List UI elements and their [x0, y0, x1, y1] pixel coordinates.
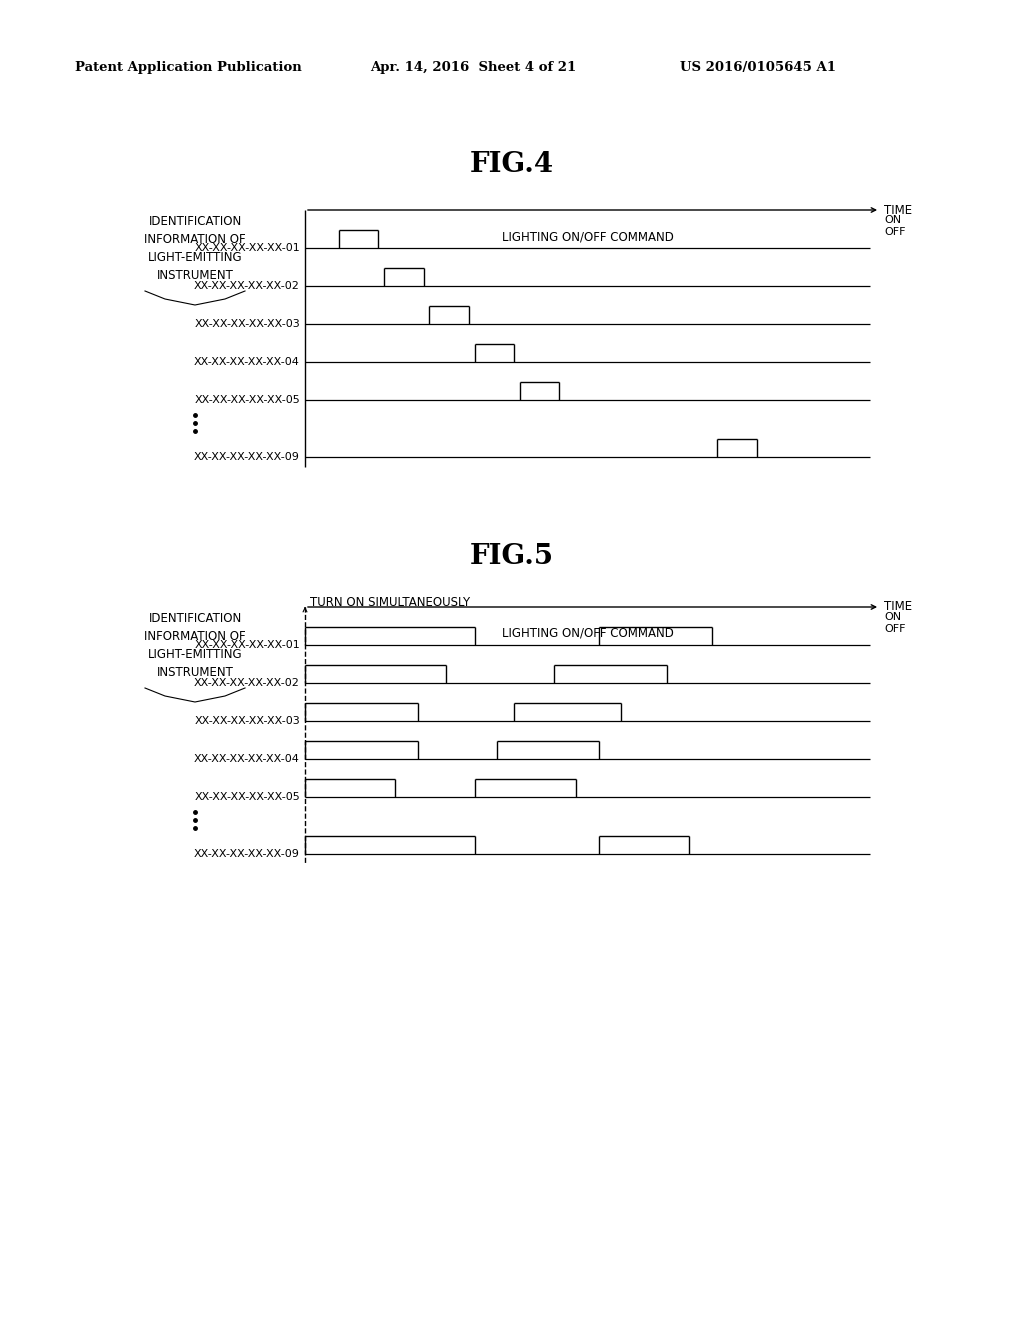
Text: IDENTIFICATION: IDENTIFICATION [148, 612, 242, 624]
Text: FIG.5: FIG.5 [470, 544, 554, 570]
Text: XX-XX-XX-XX-XX-04: XX-XX-XX-XX-XX-04 [195, 356, 300, 367]
Text: ON: ON [884, 612, 901, 622]
Text: Patent Application Publication: Patent Application Publication [75, 62, 302, 74]
Text: IDENTIFICATION: IDENTIFICATION [148, 215, 242, 228]
Text: XX-XX-XX-XX-XX-01: XX-XX-XX-XX-XX-01 [195, 243, 300, 253]
Text: OFF: OFF [884, 624, 905, 634]
Text: LIGHTING ON/OFF COMMAND: LIGHTING ON/OFF COMMAND [502, 627, 674, 640]
Text: TIME: TIME [884, 203, 912, 216]
Text: ON: ON [884, 215, 901, 224]
Text: XX-XX-XX-XX-XX-04: XX-XX-XX-XX-XX-04 [195, 754, 300, 764]
Text: Apr. 14, 2016  Sheet 4 of 21: Apr. 14, 2016 Sheet 4 of 21 [370, 62, 577, 74]
Text: INSTRUMENT: INSTRUMENT [157, 667, 233, 678]
Text: INSTRUMENT: INSTRUMENT [157, 269, 233, 282]
Text: OFF: OFF [884, 227, 905, 238]
Text: XX-XX-XX-XX-XX-05: XX-XX-XX-XX-XX-05 [195, 792, 300, 803]
Text: INFORMATION OF: INFORMATION OF [144, 630, 246, 643]
Text: US 2016/0105645 A1: US 2016/0105645 A1 [680, 62, 836, 74]
Text: XX-XX-XX-XX-XX-02: XX-XX-XX-XX-XX-02 [195, 281, 300, 290]
Text: TURN ON SIMULTANEOUSLY: TURN ON SIMULTANEOUSLY [310, 597, 470, 609]
Text: INFORMATION OF: INFORMATION OF [144, 234, 246, 246]
Text: XX-XX-XX-XX-XX-05: XX-XX-XX-XX-XX-05 [195, 395, 300, 405]
Text: XX-XX-XX-XX-XX-09: XX-XX-XX-XX-XX-09 [195, 849, 300, 859]
Text: XX-XX-XX-XX-XX-01: XX-XX-XX-XX-XX-01 [195, 640, 300, 649]
Text: XX-XX-XX-XX-XX-09: XX-XX-XX-XX-XX-09 [195, 451, 300, 462]
Text: XX-XX-XX-XX-XX-02: XX-XX-XX-XX-XX-02 [195, 678, 300, 688]
Text: LIGHT-EMITTING: LIGHT-EMITTING [147, 251, 243, 264]
Text: FIG.4: FIG.4 [470, 152, 554, 178]
Text: XX-XX-XX-XX-XX-03: XX-XX-XX-XX-XX-03 [195, 319, 300, 329]
Text: LIGHT-EMITTING: LIGHT-EMITTING [147, 648, 243, 661]
Text: TIME: TIME [884, 601, 912, 614]
Text: XX-XX-XX-XX-XX-03: XX-XX-XX-XX-XX-03 [195, 715, 300, 726]
Text: LIGHTING ON/OFF COMMAND: LIGHTING ON/OFF COMMAND [502, 230, 674, 243]
